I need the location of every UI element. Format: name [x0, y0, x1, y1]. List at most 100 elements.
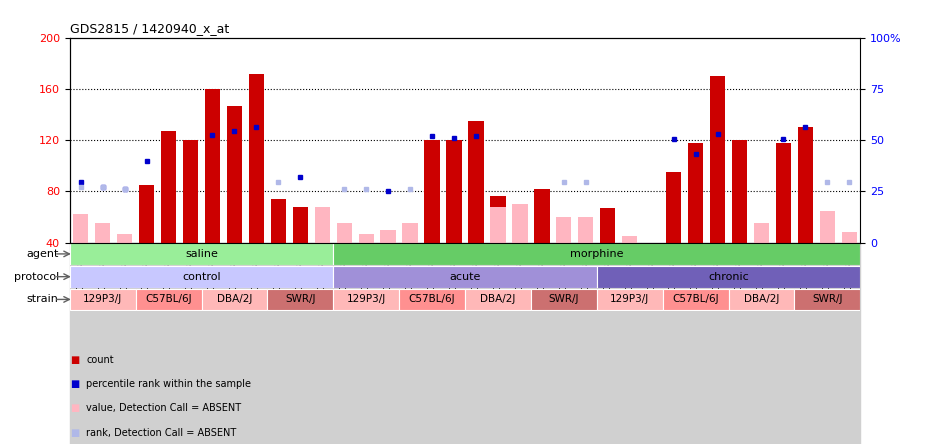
Bar	[490, 196, 506, 242]
Text: DBA/2J: DBA/2J	[480, 294, 515, 305]
Bar	[289, 242, 312, 444]
Bar	[600, 208, 616, 242]
Bar	[728, 242, 751, 444]
Bar	[136, 289, 202, 310]
Text: strain: strain	[27, 294, 59, 305]
Text: ■: ■	[70, 428, 79, 438]
Bar	[117, 234, 132, 242]
Text: DBA/2J: DBA/2J	[217, 294, 252, 305]
Bar	[202, 242, 223, 444]
Bar	[183, 140, 198, 242]
Text: C57BL/6J: C57BL/6J	[409, 294, 456, 305]
Bar	[728, 289, 794, 310]
Bar	[421, 242, 443, 444]
Text: C57BL/6J: C57BL/6J	[672, 294, 719, 305]
Bar	[399, 242, 421, 444]
Bar	[446, 140, 461, 242]
Text: saline: saline	[185, 249, 218, 259]
Bar	[424, 140, 440, 242]
Bar	[469, 121, 484, 242]
Bar	[575, 242, 597, 444]
Bar	[157, 242, 179, 444]
Bar	[314, 207, 330, 242]
Bar	[403, 223, 418, 242]
Bar	[465, 289, 531, 310]
Bar	[333, 243, 860, 265]
Bar	[227, 106, 242, 242]
Bar	[776, 143, 791, 242]
Bar	[487, 242, 509, 444]
Bar	[70, 243, 333, 265]
Bar	[751, 242, 773, 444]
Bar	[819, 210, 835, 242]
Bar	[465, 242, 487, 444]
Bar	[490, 207, 506, 242]
Bar	[267, 242, 289, 444]
Bar	[662, 289, 728, 310]
Text: 129P3/J: 129P3/J	[83, 294, 123, 305]
Text: 129P3/J: 129P3/J	[610, 294, 649, 305]
Text: ■: ■	[70, 404, 79, 413]
Bar	[358, 234, 374, 242]
Bar	[534, 189, 550, 242]
Bar	[512, 207, 527, 242]
Text: control: control	[182, 272, 220, 281]
Bar	[333, 289, 399, 310]
Bar	[312, 242, 333, 444]
Text: acute: acute	[449, 272, 481, 281]
Bar	[531, 289, 597, 310]
Bar	[794, 289, 860, 310]
Bar	[380, 230, 396, 242]
Text: morphine: morphine	[570, 249, 623, 259]
Text: SWR/J: SWR/J	[286, 294, 315, 305]
Bar	[246, 242, 267, 444]
Bar	[817, 242, 838, 444]
Bar	[139, 185, 154, 242]
Bar	[161, 131, 177, 242]
Bar	[337, 223, 352, 242]
Bar	[710, 76, 725, 242]
Bar	[223, 242, 246, 444]
Bar	[443, 242, 465, 444]
Bar	[684, 242, 707, 444]
Text: count: count	[86, 355, 114, 365]
Text: agent: agent	[26, 249, 59, 259]
Bar	[753, 223, 769, 242]
Bar	[662, 242, 684, 444]
Bar	[666, 172, 682, 242]
Text: SWR/J: SWR/J	[549, 294, 579, 305]
Bar	[688, 143, 703, 242]
Bar	[618, 242, 641, 444]
Text: rank, Detection Call = ABSENT: rank, Detection Call = ABSENT	[86, 428, 237, 438]
Bar	[707, 242, 728, 444]
Bar	[512, 204, 527, 242]
Bar	[293, 207, 308, 242]
Bar	[399, 289, 465, 310]
Bar	[773, 242, 794, 444]
Bar	[113, 242, 136, 444]
Bar	[641, 242, 662, 444]
Text: DBA/2J: DBA/2J	[744, 294, 779, 305]
Bar	[355, 242, 378, 444]
Bar	[248, 74, 264, 242]
Bar	[70, 266, 333, 288]
Bar	[732, 140, 747, 242]
Bar	[95, 223, 111, 242]
Text: 129P3/J: 129P3/J	[347, 294, 386, 305]
Bar	[597, 266, 860, 288]
Bar	[556, 217, 572, 242]
Bar	[597, 289, 662, 310]
Bar	[622, 236, 637, 242]
Bar	[92, 242, 113, 444]
Bar	[202, 289, 267, 310]
Bar	[73, 214, 88, 242]
Text: value, Detection Call = ABSENT: value, Detection Call = ABSENT	[86, 404, 242, 413]
Bar	[333, 242, 355, 444]
Bar	[333, 266, 597, 288]
Bar	[794, 242, 817, 444]
Text: ■: ■	[70, 355, 79, 365]
Bar	[531, 242, 552, 444]
Bar	[552, 242, 575, 444]
Text: protocol: protocol	[14, 272, 59, 281]
Text: SWR/J: SWR/J	[812, 294, 843, 305]
